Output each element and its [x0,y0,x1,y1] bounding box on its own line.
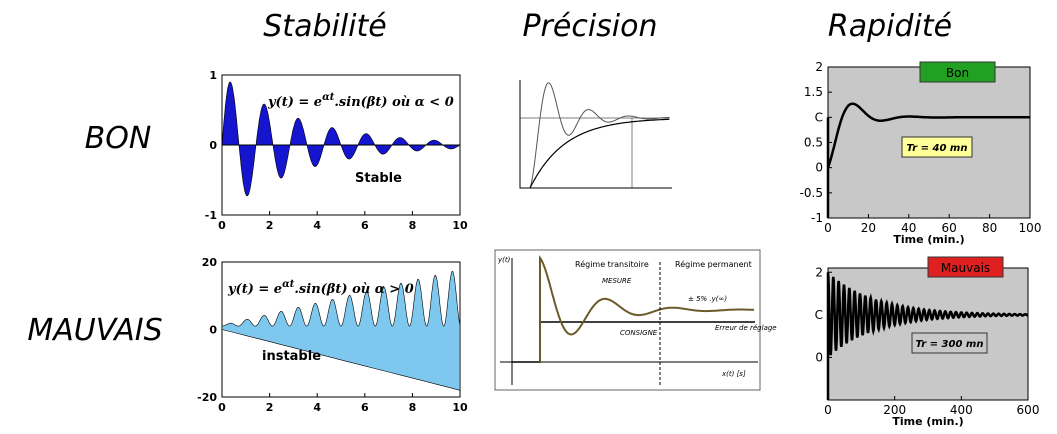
measure-curve [539,254,755,362]
x-tick-label: 2 [266,401,274,414]
y-tick-label: 2 [815,265,823,279]
y-tick-label: 0 [209,139,217,152]
annotation: Erreur de réglage [715,324,777,332]
x-tick-label: 8 [409,401,417,414]
formula-part: αt [322,92,335,103]
note-bg [911,332,988,354]
response [826,102,1030,218]
y-tick-label: 1 [209,69,217,82]
formula: y(t) = eαt.sin(βt) où α > 0 [227,279,414,297]
annotation: CONSIGNE [620,329,658,337]
annotation: y(t) [497,256,511,264]
column-title: Précision [522,9,657,44]
formula-part: y(t) = e [267,95,322,110]
x-tick-label: 6 [361,219,369,232]
y-tick-label: 2 [815,60,823,74]
x-tick-label: 10 [452,219,468,232]
x-tick-label: 0 [824,221,832,235]
precision-bad: Régime transitoire Régime permanent MESURE… [494,249,777,391]
y-tick-label: 0.5 [804,136,823,150]
y-tick-label: C [815,308,823,322]
axes [500,258,758,385]
formula: y(t) = eαt.sin(βt) où α < 0 [267,92,454,110]
badge: Mauvais [941,261,990,275]
x-tick-label: 100 [1019,221,1042,235]
badge-bg [927,256,1004,278]
curve-label: instable [262,349,321,364]
formula-part: αt [282,279,295,290]
x-tick-label: 6 [361,401,369,414]
badge-bg [919,61,996,83]
formula-part: y(t) = e [227,282,282,297]
x-tick-label: 600 [1017,403,1040,417]
y-tick-label: 0 [209,324,217,337]
x-tick-label: 10 [452,401,468,414]
x-tick-label: 0 [218,401,226,414]
y-tick-label: 1.5 [804,85,823,99]
y-tick-label: -1 [811,211,823,225]
x-tick-label: 60 [942,221,957,235]
note: Tr = 300 mn [916,339,984,350]
formula-part: .sin(βt) où α > 0 [294,282,413,297]
annotation: x(t) [s] [721,370,746,378]
badge: Bon [946,66,969,80]
x-tick-label: 80 [982,221,997,235]
y-tick-label: 0 [815,161,823,175]
x-tick-label: 0 [218,219,226,232]
annotation: Régime transitoire [575,259,649,269]
y-tick-label: -20 [197,391,217,404]
curve-oscillating [529,82,670,189]
y-tick-label: 0 [815,350,823,364]
x-tick-label: 400 [950,403,973,417]
frame [494,249,761,391]
x-axis-label: Time (min.) [893,233,964,246]
oscillation [221,270,461,391]
x-tick-label: 200 [883,403,906,417]
column-title: Rapidité [828,9,952,44]
y-tick-label: -0.5 [800,186,823,200]
annotation: MESURE [602,277,632,285]
y-tick-label: 20 [202,256,218,269]
x-tick-label: 8 [409,219,417,232]
response [826,272,1029,400]
precision-good [519,80,672,189]
annotation: Régime permanent [675,259,752,269]
y-tick-label: -1 [205,209,217,222]
formula-part: .sin(βt) où α < 0 [334,95,453,110]
y-tick-label: C [815,110,823,124]
axes [519,80,672,189]
annotation: ± 5% .y(∞) [688,295,727,303]
column-title: Stabilité [263,9,386,44]
oscillation [221,81,461,197]
curve-first-order [529,118,670,189]
x-tick-label: 4 [313,219,321,232]
x-tick-label: 4 [313,401,321,414]
row-title: MAUVAIS [27,313,162,348]
x-axis-label: Time (min.) [892,415,963,428]
note-bg [901,136,973,158]
x-tick-label: 0 [824,403,832,417]
x-tick-label: 40 [901,221,916,235]
row-title: BON [85,121,152,156]
x-tick-label: 20 [861,221,876,235]
x-tick-label: 2 [266,219,274,232]
note: Tr = 40 mn [907,143,968,154]
curve-label: Stable [355,171,402,186]
